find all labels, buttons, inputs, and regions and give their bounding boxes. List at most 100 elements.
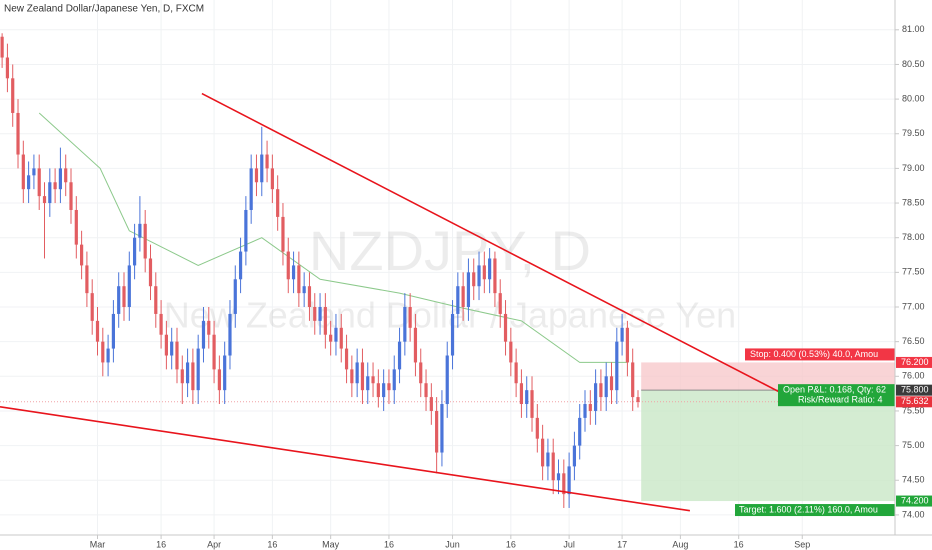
x-tick-label: 17 <box>617 539 627 549</box>
price-tag-label: 75.800 <box>901 385 929 395</box>
candle-body <box>201 320 206 349</box>
price-tag <box>896 356 932 368</box>
candle-body <box>334 327 338 342</box>
stop-label: Stop: 0.400 (0.53%) 40.0, Amou <box>750 349 878 359</box>
candle-body <box>80 244 84 266</box>
candle-body <box>567 466 571 495</box>
pnl-label-box <box>778 384 895 407</box>
candle-body <box>265 154 269 169</box>
candle-body <box>392 369 396 391</box>
candle-body <box>445 355 449 405</box>
watermark-sub: New Zealand Dollar / Japanese Yen <box>164 295 736 336</box>
candle-body <box>132 237 137 266</box>
candle-body <box>562 473 566 495</box>
candle-body <box>397 341 402 370</box>
candle-body <box>355 362 359 384</box>
x-tick-label: Sep <box>794 539 810 549</box>
candle-body <box>260 154 264 183</box>
y-tick-label: 80.50 <box>902 59 925 69</box>
candle-body <box>238 251 243 280</box>
target-zone <box>641 390 895 502</box>
trendline <box>201 92 796 401</box>
candle-body <box>323 307 327 335</box>
candle-body <box>556 473 561 481</box>
candle-body <box>27 175 31 190</box>
candle-body <box>625 327 630 363</box>
candle-body <box>58 168 63 190</box>
candle-body <box>609 376 614 391</box>
candle-body <box>503 313 508 342</box>
x-tick-label: 16 <box>156 539 166 549</box>
candle-body <box>578 417 582 446</box>
candle-body <box>530 390 534 418</box>
candle-body <box>291 265 296 280</box>
x-tick-label: Aug <box>672 539 688 549</box>
candle-body <box>32 168 36 176</box>
candle-body <box>382 383 386 398</box>
candle-body <box>615 341 619 391</box>
candle-body <box>599 383 603 398</box>
candle-body <box>117 286 121 314</box>
watermark: NZDJPY, D <box>309 219 591 282</box>
candle-body <box>541 438 545 467</box>
candle-body <box>466 272 471 308</box>
y-tick-label: 75.50 <box>902 405 925 415</box>
candle-body <box>48 182 52 204</box>
candle-body <box>21 154 25 190</box>
candle-body <box>233 279 237 314</box>
candle-body <box>403 307 407 342</box>
candle-body <box>286 251 290 280</box>
candle-body <box>583 404 587 418</box>
candle-body <box>64 168 68 183</box>
candle-body <box>5 57 10 79</box>
pnl-label: Open P&L: 0.168, Qty: 62 <box>783 385 886 395</box>
candle-body <box>42 196 47 204</box>
candle-body <box>344 348 349 370</box>
candle-body <box>127 265 131 308</box>
candle-body <box>413 327 418 363</box>
candle-body <box>307 286 312 308</box>
y-tick-label: 74.50 <box>902 475 925 485</box>
candle-body <box>223 355 227 391</box>
candle-body <box>138 223 142 238</box>
candle-body <box>122 286 126 308</box>
candle-body <box>450 313 455 356</box>
candle-body <box>228 313 232 356</box>
candle-body <box>302 286 306 294</box>
plot: Stop: 0.400 (0.53%) 40.0, Amou Open P&L: … <box>0 33 895 517</box>
candle-body <box>477 265 481 287</box>
candle-body <box>604 376 608 398</box>
candle-body <box>196 348 200 391</box>
candle-body <box>74 209 78 245</box>
y-tick-label: 79.50 <box>902 128 925 138</box>
candle-body <box>270 168 274 190</box>
chart-title: New Zealand Dollar/Japanese Yen, D, FXCM <box>4 4 204 15</box>
candle-body <box>493 258 497 294</box>
candle-body <box>519 383 524 405</box>
y-tick-label: 75.00 <box>902 440 925 450</box>
x-tick-label: Jun <box>445 539 460 549</box>
candle-body <box>482 265 486 280</box>
candle-body <box>376 383 380 398</box>
y-tick-label: 78.00 <box>902 232 925 242</box>
y-tick-label: 81.00 <box>902 24 925 34</box>
candle-body <box>111 313 115 349</box>
candle-body <box>588 404 592 411</box>
candle-body <box>101 341 105 363</box>
price-tag-label: 76.200 <box>901 357 929 367</box>
x-tick-label: Apr <box>207 539 221 549</box>
candle-body <box>387 383 391 391</box>
candle-body <box>180 369 184 384</box>
moving-average <box>38 112 628 363</box>
candle-body <box>175 341 179 370</box>
candle-body <box>106 348 110 363</box>
candle-body <box>85 265 89 294</box>
x-tick-label: 16 <box>384 539 394 549</box>
candle-body <box>366 376 370 391</box>
x-tick-label: 16 <box>734 539 744 549</box>
candle-body <box>249 168 253 210</box>
candle-body <box>408 307 412 328</box>
candle-body <box>360 362 365 391</box>
y-tick-label: 76.00 <box>902 371 925 381</box>
